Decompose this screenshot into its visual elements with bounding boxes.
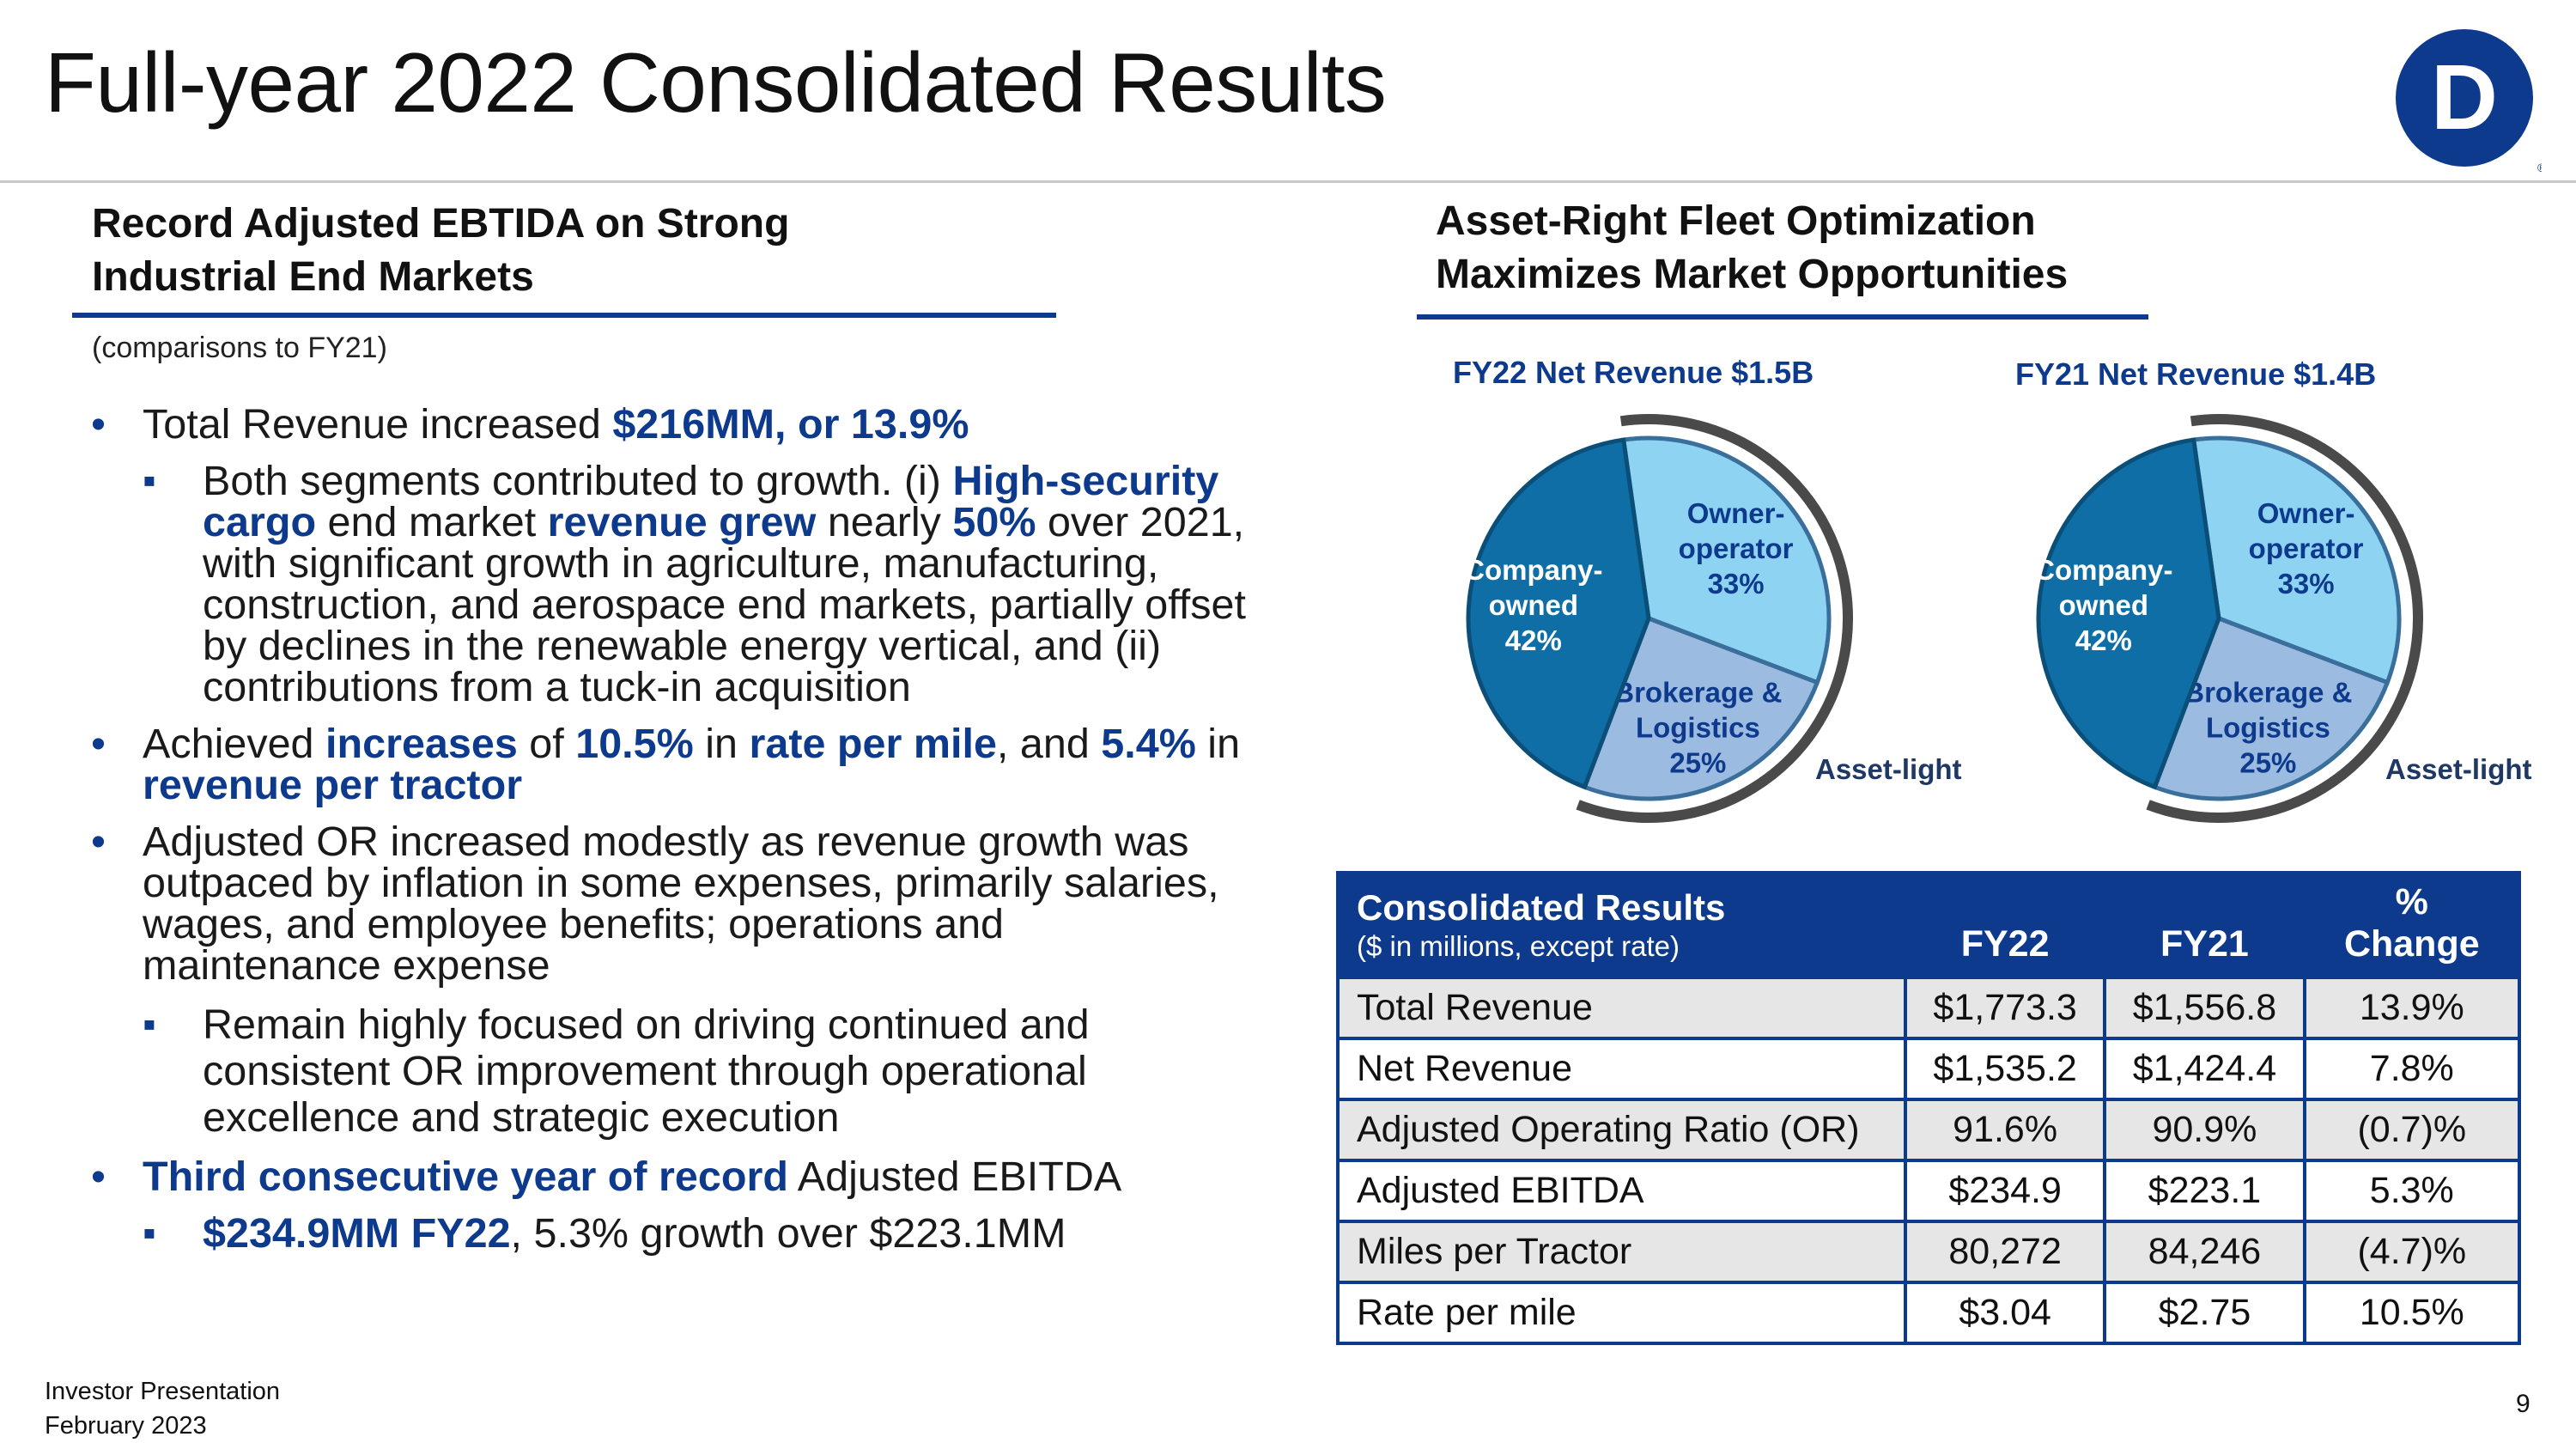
row-label: Adjusted Operating Ratio (OR) [1336,1098,1907,1162]
table-row: Miles per Tractor 80,272 84,246 (4.7)% [1336,1220,2522,1284]
pie-slice-label: Brokerage & Logistics 25% [1613,677,1782,779]
table-row: Total Revenue $1,773.3 $1,556.8 13.9% [1336,976,2522,1040]
consolidated-results-table: Consolidated Results ($ in millions, exc… [1336,871,2522,1345]
sub-bullet-or-focus: Remain highly focused on driving continu… [86,1002,1254,1141]
pie-fy22-title: FY22 Net Revenue $1.5B [1453,355,1814,390]
right-heading-underline [1417,314,2148,320]
cell-change: 13.9% [2302,976,2522,1040]
logo-letter: D [2431,45,2498,149]
bullet-adjusted-or: Adjusted OR increased modestly as revenu… [86,821,1254,987]
cell-fy21: $223.1 [2103,1159,2306,1223]
table-caption-title: Consolidated Results [1357,887,1726,928]
sub-bullet-ebitda-growth: $234.9MM FY22, 5.3% growth over $223.1MM [86,1213,1254,1255]
right-heading-line-2: Maximizes Market Opportunities [1436,252,2069,297]
left-section-heading: Record Adjusted EBTIDA on Strong Industr… [92,198,789,304]
bullet-total-revenue: Total Revenue increased $216MM, or 13.9% [86,404,1254,446]
row-label: Rate per mile [1336,1281,1907,1345]
comparison-note: (comparisons to FY21) [92,332,387,364]
pie-slice-brokerage-logistics [1582,615,1820,801]
col-header-fy21: FY21 [2103,871,2306,979]
row-label: Total Revenue [1336,976,1907,1040]
pie-slice-label: Company-owned 42% [1464,554,1602,656]
left-heading-line-1: Record Adjusted EBTIDA on Strong [92,201,790,247]
pie-slice-label: Owner-operator 33% [1679,497,1794,600]
pie-slice-label: Company-owned 42% [2034,554,2172,656]
cell-fy22: $1,535.2 [1903,1037,2107,1101]
cell-fy22: 80,272 [1903,1220,2107,1284]
cell-fy22: $3.04 [1903,1281,2107,1345]
sub-bullet-segments: Both segments contributed to growth. (i)… [86,460,1254,709]
footer-line-1: Investor Presentation [45,1378,281,1405]
cell-fy21: $1,424.4 [2103,1037,2306,1101]
right-section-heading: Asset-Right Fleet Optimization Maximizes… [1436,195,2068,301]
pie-slice-owner-operator [2190,435,2402,685]
pie-slice-company-owned [1466,437,1651,790]
cell-fy22: 91.6% [1903,1098,2107,1162]
cell-fy22: $234.9 [1903,1159,2107,1223]
pie-fy21-title: FY21 Net Revenue $1.4B [2015,356,2377,392]
cell-fy21: 84,246 [2103,1220,2306,1284]
asset-light-label-fy21: Asset-light [2385,753,2532,785]
svg-text:®: ® [2537,161,2542,174]
page-title: Full-year 2022 Consolidated Results [45,35,1387,130]
cell-fy22: $1,773.3 [1903,976,2107,1040]
table-header-row: Consolidated Results ($ in millions, exc… [1336,871,2522,979]
bullet-record-ebitda: Third consecutive year of record Adjuste… [86,1156,1254,1198]
asset-light-arc [2146,414,2423,823]
table-row: Adjusted EBITDA $234.9 $223.1 5.3% [1336,1159,2522,1223]
left-heading-underline [72,313,1056,318]
right-heading-line-1: Asset-Right Fleet Optimization [1436,198,2036,244]
asset-light-arc [1576,414,1853,823]
cell-change: 5.3% [2302,1159,2522,1223]
pie-slice-owner-operator [1620,435,1832,685]
page-number: 9 [2516,1390,2530,1418]
table-row: Net Revenue $1,535.2 $1,424.4 7.8% [1336,1037,2522,1101]
footer-line-2: February 2023 [45,1412,207,1440]
row-label: Adjusted EBITDA [1336,1159,1907,1223]
table-caption-subtitle: ($ in millions, except rate) [1357,930,1680,962]
pie-chart-fy22: Owner-operator 33% Brokerage & Logistics 25%… [1464,414,1853,823]
row-label: Net Revenue [1336,1037,1907,1101]
table-caption: Consolidated Results ($ in millions, exc… [1336,871,1907,979]
cell-change: 7.8% [2302,1037,2522,1101]
pie-chart-fy21: Owner-operator 33% Brokerage & Logistics 25%… [2034,414,2423,823]
pie-slice-company-owned [2036,437,2221,790]
company-logo: D ® [2396,29,2542,174]
pie-slice-label: Owner-operator 33% [2249,497,2364,600]
col-header-change: % Change [2302,871,2522,979]
left-heading-line-2: Industrial End Markets [92,254,534,300]
footer: Investor Presentation February 2023 [45,1374,280,1443]
table-row: Adjusted Operating Ratio (OR) 91.6% 90.9… [1336,1098,2522,1162]
table-row: Rate per mile $3.04 $2.75 10.5% [1336,1281,2522,1345]
pie-slice-brokerage-logistics [2152,615,2391,801]
cell-change: 10.5% [2302,1281,2522,1345]
cell-change: (0.7)% [2302,1098,2522,1162]
cell-fy21: $2.75 [2103,1281,2306,1345]
bullet-list: Total Revenue increased $216MM, or 13.9%… [86,404,1254,1269]
cell-fy21: 90.9% [2103,1098,2306,1162]
pie-slice-label: Brokerage & Logistics 25% [2184,677,2352,779]
col-header-fy22: FY22 [1903,871,2107,979]
title-divider [0,180,2576,183]
asset-light-label-fy22: Asset-light [1815,753,1962,785]
row-label: Miles per Tractor [1336,1220,1907,1284]
cell-change: (4.7)% [2302,1220,2522,1284]
bullet-rate-increases: Achieved increases of 10.5% in rate per … [86,723,1254,807]
cell-fy21: $1,556.8 [2103,976,2306,1040]
